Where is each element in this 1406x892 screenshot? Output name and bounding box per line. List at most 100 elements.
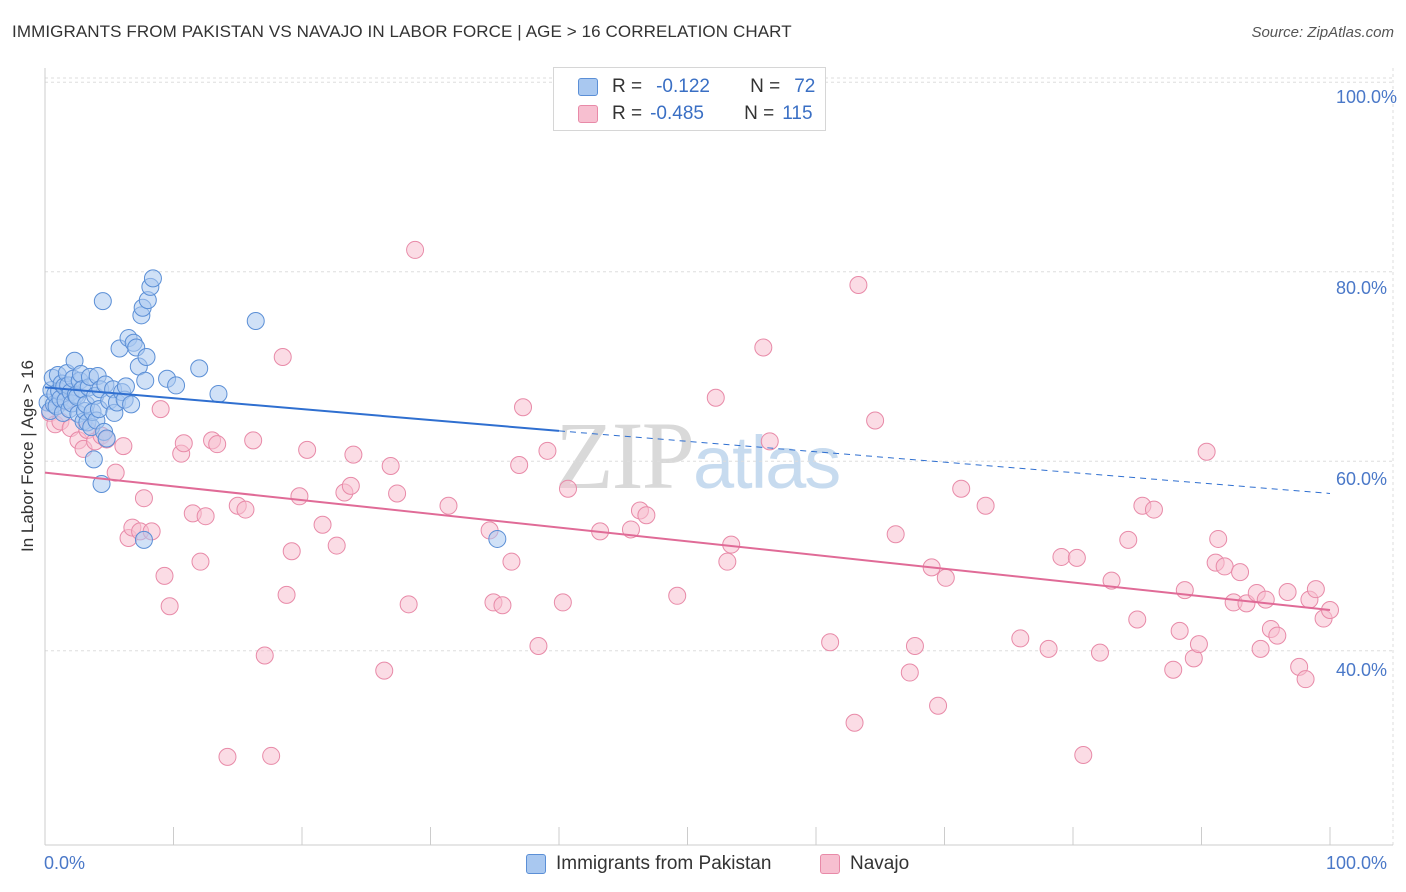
- pakistan-point: [209, 384, 228, 403]
- navajo-point: [1039, 639, 1058, 658]
- navajo-point: [706, 388, 725, 407]
- pakistan-point: [93, 292, 112, 311]
- navajo-point: [1197, 442, 1216, 461]
- bottom-legend-label-navajo: Navajo: [850, 853, 910, 874]
- navajo-point: [886, 525, 905, 544]
- navajo-point: [313, 515, 332, 534]
- navajo-point: [1189, 635, 1208, 654]
- navajo-point: [845, 713, 864, 732]
- navajo-point: [399, 595, 418, 614]
- legend-row-pakistan: R = -0.122 N = 72: [578, 76, 815, 98]
- x-tick-label-max: 100.0%: [1326, 853, 1388, 873]
- navajo-point: [1231, 563, 1250, 582]
- legend-r-label: R =: [612, 76, 643, 97]
- legend-r-label: R =: [612, 103, 643, 124]
- pakistan-trend-line: [44, 386, 560, 432]
- pakistan-point: [488, 529, 507, 548]
- navajo-point: [273, 348, 292, 367]
- navajo-point: [718, 552, 737, 571]
- pakistan-point: [84, 450, 103, 469]
- navajo-trend-line: [44, 471, 1331, 611]
- bottom-legend-swatch-navajo: [820, 854, 840, 874]
- navajo-point: [529, 637, 548, 656]
- navajo-point: [388, 484, 407, 503]
- grid-lines: [45, 68, 1394, 845]
- navajo-point: [1215, 557, 1234, 576]
- navajo-point: [191, 552, 210, 571]
- pakistan-point: [137, 348, 156, 367]
- navajo-point: [1251, 639, 1270, 658]
- navajo-point: [936, 568, 955, 587]
- y-tick-label: 40.0%: [1336, 660, 1388, 680]
- y-tick-label: 80.0%: [1336, 278, 1388, 298]
- navajo-point: [1067, 548, 1086, 567]
- navajo-point: [1256, 590, 1275, 609]
- navajo-point: [174, 434, 193, 453]
- navajo-point: [406, 240, 425, 259]
- navajo-point: [900, 663, 919, 682]
- navajo-point: [196, 507, 215, 526]
- axes: [44, 68, 1393, 846]
- navajo-point: [538, 441, 557, 460]
- legend-r-value: -0.122: [656, 76, 710, 97]
- pakistan-point: [143, 269, 162, 288]
- navajo-point: [668, 586, 687, 605]
- navajo-point: [208, 435, 227, 454]
- navajo-point: [1119, 530, 1138, 549]
- navajo-point: [327, 536, 346, 555]
- chart-title: IMMIGRANTS FROM PAKISTAN VS NAVAJO IN LA…: [12, 22, 792, 41]
- pakistan-point: [136, 371, 155, 390]
- navajo-point: [1074, 745, 1093, 764]
- navajo-point: [493, 596, 512, 615]
- navajo-point: [218, 747, 237, 766]
- bottom-legend-label-pakistan: Immigrants from Pakistan: [556, 853, 772, 874]
- legend-n-value: 72: [794, 76, 816, 97]
- pakistan-point: [167, 376, 186, 395]
- pakistan-point: [97, 429, 116, 448]
- navajo-point: [341, 476, 360, 495]
- navajo-point: [1144, 500, 1163, 519]
- navajo-point: [155, 566, 174, 585]
- navajo-point: [553, 593, 572, 612]
- navajo-point: [298, 440, 317, 459]
- legend-swatch-pakistan: [578, 78, 598, 96]
- pakistan-point: [190, 359, 209, 378]
- pakistan-point: [246, 311, 265, 330]
- navajo-point: [510, 456, 529, 475]
- legend-n-value: 115: [782, 103, 813, 124]
- navajo-points: [41, 240, 1339, 766]
- bottom-legend-pakistan: Immigrants from Pakistan: [526, 852, 771, 876]
- navajo-point: [277, 585, 296, 604]
- pakistan-point: [116, 377, 135, 396]
- navajo-point: [160, 597, 179, 616]
- navajo-point: [929, 696, 948, 715]
- navajo-point: [1268, 626, 1287, 645]
- correlation-legend: R = -0.122 N = 72 R = -0.485 N = 115: [553, 67, 826, 131]
- navajo-point: [344, 445, 363, 464]
- navajo-point: [905, 637, 924, 656]
- watermark: ZIPatlas: [555, 400, 841, 511]
- navajo-point: [621, 520, 640, 539]
- navajo-point: [558, 479, 577, 498]
- legend-swatch-navajo: [578, 105, 598, 123]
- pakistan-trend-extension: [558, 430, 1331, 494]
- legend-n-label: N =: [744, 103, 775, 124]
- legend-r-value: -0.485: [650, 103, 704, 124]
- navajo-point: [754, 338, 773, 357]
- navajo-point: [134, 489, 153, 508]
- navajo-point: [381, 456, 400, 475]
- navajo-point: [114, 437, 133, 456]
- navajo-point: [439, 496, 458, 515]
- navajo-point: [236, 500, 255, 519]
- navajo-point: [502, 552, 521, 571]
- navajo-point: [1090, 643, 1109, 662]
- legend-row-navajo: R = -0.485 N = 115: [578, 103, 813, 125]
- y-axis-label: In Labor Force | Age > 16: [18, 359, 37, 553]
- navajo-point: [1306, 580, 1325, 599]
- y-tick-label: 60.0%: [1336, 469, 1388, 489]
- watermark-zip: ZIP: [555, 402, 695, 509]
- navajo-point: [255, 646, 274, 665]
- navajo-point: [1128, 610, 1147, 629]
- pakistan-point: [134, 530, 153, 549]
- navajo-point: [290, 487, 309, 506]
